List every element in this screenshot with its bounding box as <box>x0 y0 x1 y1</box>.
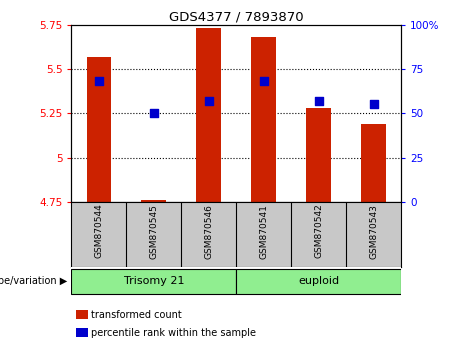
Bar <box>251 37 276 202</box>
Text: GSM870546: GSM870546 <box>204 204 213 259</box>
Text: percentile rank within the sample: percentile rank within the sample <box>91 328 256 338</box>
Bar <box>196 28 221 202</box>
Text: GSM870544: GSM870544 <box>95 204 103 258</box>
Text: genotype/variation ▶: genotype/variation ▶ <box>0 276 67 286</box>
Text: Trisomy 21: Trisomy 21 <box>124 276 184 286</box>
Point <box>150 110 158 116</box>
Bar <box>87 57 111 202</box>
Point <box>315 98 322 104</box>
FancyBboxPatch shape <box>71 269 236 294</box>
Bar <box>361 124 386 202</box>
FancyBboxPatch shape <box>236 269 401 294</box>
Title: GDS4377 / 7893870: GDS4377 / 7893870 <box>169 11 304 24</box>
Point <box>260 79 267 84</box>
Text: GSM870541: GSM870541 <box>259 204 268 259</box>
Bar <box>306 108 331 202</box>
Text: GSM870545: GSM870545 <box>149 204 159 259</box>
Text: euploid: euploid <box>298 276 339 286</box>
Point <box>370 102 377 107</box>
Text: GSM870543: GSM870543 <box>369 204 378 259</box>
Point <box>95 79 103 84</box>
Text: GSM870542: GSM870542 <box>314 204 323 258</box>
Text: transformed count: transformed count <box>91 310 182 320</box>
Point <box>205 98 213 104</box>
Bar <box>142 200 166 202</box>
